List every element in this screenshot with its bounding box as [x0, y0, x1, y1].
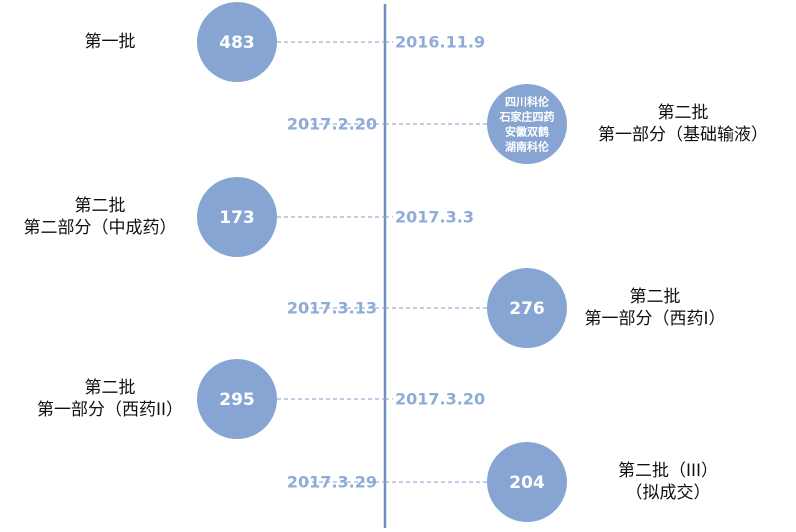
event-label: 第二批: [75, 196, 126, 216]
circle-text: 安徽双鹤: [505, 125, 549, 139]
event-date: 2017.3.3: [395, 208, 474, 227]
event-label: 第二批: [85, 378, 136, 398]
event-circle: [487, 268, 567, 348]
event-circle: [487, 442, 567, 522]
event-date: 2017.2.20: [287, 115, 377, 134]
event-date: 2016.11.9: [395, 33, 485, 52]
event-date: 2017.3.20: [395, 390, 485, 409]
event-label: 第二部分（中成药）: [24, 218, 177, 238]
event-label: 第一部分（西药I）: [584, 309, 725, 329]
event-label: 第一部分（西药II）: [37, 400, 183, 420]
circle-text: 483: [219, 33, 255, 53]
event-circle: [197, 359, 277, 439]
event-label: （拟成交）: [626, 483, 711, 503]
event-label: 第二批（III）: [618, 461, 718, 481]
circle-text: 204: [509, 473, 545, 493]
circle-text: 173: [219, 208, 255, 228]
circle-text: 295: [219, 390, 255, 410]
circle-text: 石家庄四药: [499, 110, 555, 124]
event-label: 第二批: [630, 287, 681, 307]
event-label: 第二批: [658, 103, 709, 123]
circle-text: 276: [509, 299, 545, 319]
event-circle: [487, 84, 567, 164]
circle-text: 四川科伦: [505, 95, 550, 109]
circle-text: 湖南科伦: [505, 140, 550, 154]
event-label: 第一批: [85, 32, 136, 52]
event-label: 第一部分（基础输液）: [598, 125, 768, 145]
event-date: 2017.3.29: [287, 473, 377, 492]
event-circle: [197, 177, 277, 257]
event-date: 2017.3.13: [287, 299, 377, 318]
event-circle: [197, 2, 277, 82]
